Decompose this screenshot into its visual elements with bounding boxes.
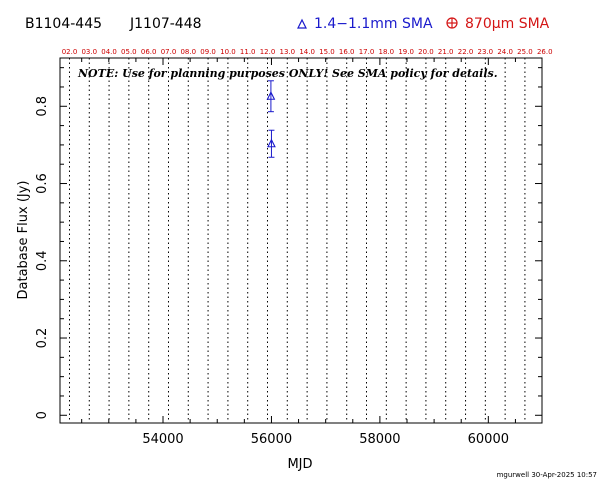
top-year-label: 16.0 bbox=[339, 48, 355, 56]
top-year-label: 22.0 bbox=[458, 48, 474, 56]
source-name: B1104-445 bbox=[25, 16, 102, 32]
top-year-label: 04.0 bbox=[101, 48, 117, 56]
top-year-label: 03.0 bbox=[81, 48, 97, 56]
x-tick-label: 58000 bbox=[359, 432, 400, 447]
top-year-label: 24.0 bbox=[497, 48, 513, 56]
top-year-label: 14.0 bbox=[299, 48, 315, 56]
x-tick-label: 56000 bbox=[251, 432, 292, 447]
top-year-label: 05.0 bbox=[121, 48, 137, 56]
top-year-label: 19.0 bbox=[398, 48, 414, 56]
top-year-label: 17.0 bbox=[359, 48, 375, 56]
legend-label-mm: 1.4−1.1mm SMA bbox=[314, 16, 433, 32]
y-tick-label: 0.2 bbox=[35, 328, 50, 349]
legend-label-870: 870μm SMA bbox=[465, 16, 550, 32]
plot-frame bbox=[59, 57, 543, 424]
footer-stamp: mgurwell 30-Apr-2025 10:57 bbox=[497, 471, 597, 479]
top-year-label: 06.0 bbox=[141, 48, 157, 56]
top-year-label: 13.0 bbox=[279, 48, 295, 56]
top-year-label: 23.0 bbox=[478, 48, 494, 56]
top-year-label: 25.0 bbox=[517, 48, 533, 56]
x-axis-label: MJD bbox=[287, 457, 312, 472]
x-tick-label: 54000 bbox=[142, 432, 183, 447]
year-grid bbox=[68, 58, 526, 423]
top-year-label: 18.0 bbox=[379, 48, 395, 56]
top-year-label: 20.0 bbox=[418, 48, 434, 56]
legend: 1.4−1.1mm SMA 870μm SMA bbox=[297, 16, 550, 32]
y-tick-label: 0.6 bbox=[35, 173, 50, 194]
top-year-label: 12.0 bbox=[260, 48, 276, 56]
data-point bbox=[267, 129, 276, 158]
top-axis-years: 02.0 03.0 04.0 05.0 06.0 07.0 08.0 09.0 10.0 11.0… bbox=[62, 48, 553, 56]
circle-plus-icon bbox=[446, 17, 458, 29]
x-tick-label: 60000 bbox=[468, 432, 509, 447]
top-year-label: 09.0 bbox=[200, 48, 216, 56]
top-year-label: 21.0 bbox=[438, 48, 454, 56]
planning-note: NOTE: Use for planning purposes ONLY! Se… bbox=[77, 67, 498, 80]
data-point bbox=[266, 80, 276, 113]
y-tick-label: 0 bbox=[35, 411, 50, 419]
y-axis-label: Database Flux (Jy) bbox=[16, 181, 31, 300]
top-year-label: 08.0 bbox=[180, 48, 196, 56]
data-points bbox=[266, 80, 276, 158]
y-axis-ticks: 0 0.2 0.4 0.6 0.8 bbox=[35, 67, 542, 419]
alt-source-name: J1107-448 bbox=[129, 16, 202, 32]
y-tick-label: 0.4 bbox=[35, 250, 50, 271]
y-tick-label: 0.8 bbox=[35, 96, 50, 117]
top-year-label: 10.0 bbox=[220, 48, 236, 56]
x-axis-ticks: 54000 56000 58000 60000 bbox=[81, 58, 516, 447]
top-year-label: 02.0 bbox=[62, 48, 78, 56]
top-year-label: 07.0 bbox=[161, 48, 177, 56]
top-year-label: 15.0 bbox=[319, 48, 335, 56]
top-year-label: 26.0 bbox=[537, 48, 553, 56]
triangle-icon bbox=[297, 18, 307, 29]
top-year-label: 11.0 bbox=[240, 48, 256, 56]
